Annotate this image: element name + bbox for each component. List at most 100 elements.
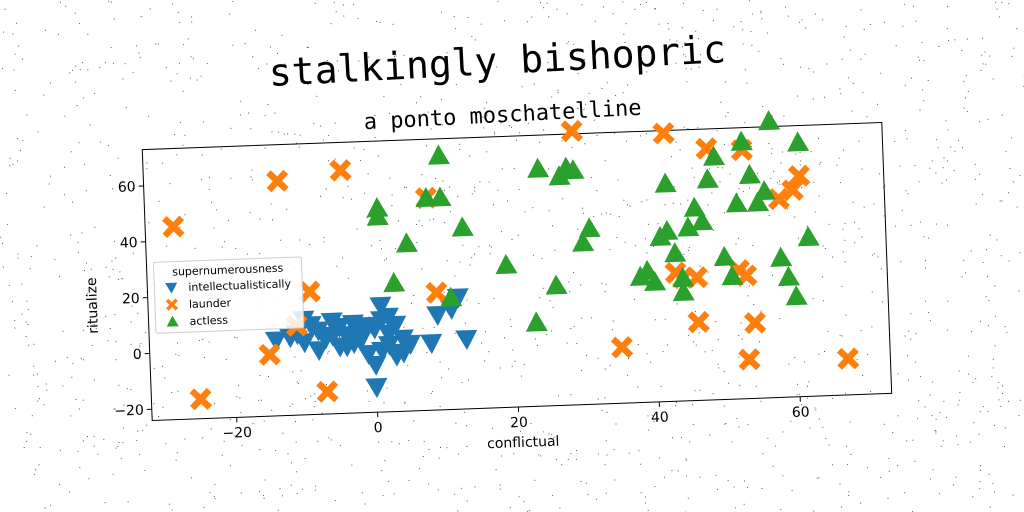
x-tick-label: 40 [651,410,669,427]
data-point-actless [629,265,652,286]
data-point-intellectualistically [365,377,388,399]
data-point-actless [495,253,518,275]
data-point-actless [672,280,695,302]
x-tick-label: −20 [222,425,252,442]
chart-subtitle: a ponto moschatelline [363,96,642,136]
data-point-actless [572,231,595,252]
data-point-actless [778,265,801,287]
legend-marker-launder [165,298,179,311]
y-tick-label: 0 [133,347,143,363]
data-point-actless [672,267,695,288]
data-point-launder [425,281,448,304]
y-axis-label: ritualize [84,277,102,334]
data-point-actless [644,270,667,292]
x-tick-label: 0 [373,420,383,436]
y-tick-label: 20 [122,291,140,308]
legend: supernumerousness intellectualistically l… [152,256,305,334]
legend-frame [152,256,305,334]
data-point-actless [677,216,700,237]
y-tick-label: 60 [118,179,136,196]
x-axis-label: conflictual [487,434,560,453]
data-point-launder [743,311,767,335]
data-point-launder [781,178,804,202]
data-point-intellectualistically [349,330,372,352]
data-point-launder [610,336,634,359]
legend-marker-actless [166,315,179,327]
data-point-launder [258,343,281,366]
data-point-actless [654,172,677,193]
data-point-intellectualistically [455,329,478,351]
data-point-launder [162,215,185,239]
data-point-actless [703,145,726,166]
data-point-intellectualistically [335,337,358,358]
data-point-launder [266,169,289,193]
data-point-launder [767,187,791,211]
data-point-launder [560,119,584,143]
data-point-actless [562,159,585,180]
data-point-actless [721,265,744,286]
data-point-actless [395,232,418,253]
data-point-actless [366,205,389,226]
data-point-actless [787,131,810,152]
data-point-intellectualistically [357,344,380,365]
chart-title: stalkingly bishopric [268,27,727,95]
data-point-actless [656,220,679,241]
y-tick-label: 40 [120,235,138,252]
data-point-actless [429,186,452,207]
data-point-intellectualistically [426,305,449,326]
data-point-intellectualistically [364,355,387,376]
data-point-intellectualistically [264,331,287,352]
data-point-launder [787,164,811,188]
data-point-actless [525,311,548,332]
data-point-intellectualistically [377,335,400,356]
data-point-actless [758,110,781,131]
data-point-launder [189,387,213,411]
data-point-actless [691,210,714,231]
legend-label: launder [189,296,232,311]
legend-label: intellectualistically [188,277,292,294]
data-point-launder [836,347,860,370]
legend-marker-intellectualistically [165,282,178,294]
data-point-intellectualistically [392,343,415,364]
data-point-actless [785,285,808,306]
scatter-points [162,110,860,411]
data-point-actless [428,144,450,165]
data-point-intellectualistically [420,333,443,355]
data-point-actless [753,180,776,201]
data-point-actless [683,196,706,217]
y-tick-label: −20 [114,403,144,420]
data-point-intellectualistically [293,332,316,354]
data-point-launder [652,122,675,145]
data-point-actless [440,286,463,307]
data-point-launder [738,348,761,371]
data-point-intellectualistically [307,340,330,362]
x-tick-label: 60 [792,404,810,421]
data-point-actless [747,191,770,212]
data-point-actless [451,216,474,237]
data-point-actless [578,217,601,238]
data-point-intellectualistically [321,326,344,347]
data-point-actless [713,245,736,267]
x-tick-label: 20 [510,415,528,432]
data-point-actless [664,242,687,263]
plot-area: −20 0 20 40 60 −20 0 20 40 60 conflictual rituali… [84,110,893,453]
data-point-actless [730,130,753,151]
data-point-actless [545,274,568,295]
data-point-actless [770,246,793,267]
data-point-launder [687,310,710,334]
axes-frame [141,122,893,421]
data-point-intellectualistically [278,327,301,349]
data-point-actless [696,168,719,189]
data-point-intellectualistically [376,307,399,328]
data-point-actless [797,226,820,247]
data-point-actless [725,192,748,213]
data-point-actless [383,272,406,293]
data-point-intellectualistically [369,296,392,317]
data-point-launder [298,280,321,303]
legend-label: actless [189,314,228,328]
data-point-actless [739,163,762,185]
axis-ticks: −20 0 20 40 60 −20 0 20 40 60 [114,179,810,442]
data-point-launder [316,380,339,403]
legend-title: supernumerousness [172,262,284,279]
